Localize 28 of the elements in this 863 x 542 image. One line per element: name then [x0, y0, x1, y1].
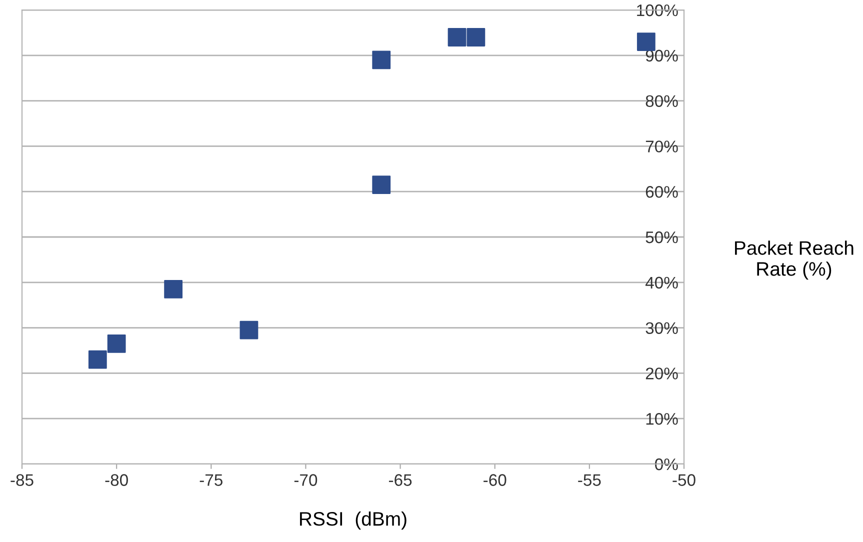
point	[88, 350, 107, 369]
y-axis-title: Packet Reach Rate (%)	[735, 240, 854, 280]
point	[164, 280, 183, 298]
x-tick-label: -50	[672, 474, 696, 486]
x-tick-label: -60	[484, 474, 506, 486]
y-tick-label: 90%	[646, 50, 678, 62]
x-tick-label: -65	[388, 474, 412, 486]
x-tick-label: -75	[200, 474, 222, 486]
point	[448, 28, 466, 46]
y-tick-label: 40%	[645, 276, 678, 289]
x-axis-title: RSSI (dBm)	[300, 511, 406, 530]
point	[466, 28, 486, 46]
y-tick-label: 70%	[646, 140, 678, 152]
point	[240, 320, 258, 340]
y-tick-label: 20%	[646, 368, 678, 380]
x-tick-label: -55	[578, 474, 601, 486]
y-tick-label: 50%	[646, 231, 678, 244]
x-tick-label: -80	[105, 474, 128, 486]
x-tick-label: -70	[294, 474, 318, 486]
y-tick-label: 30%	[646, 322, 678, 334]
point	[107, 334, 126, 353]
point	[372, 176, 391, 194]
x-tick-label: -85	[10, 474, 34, 486]
point	[636, 32, 656, 51]
point	[372, 50, 391, 70]
y-tick-label: 60%	[646, 186, 678, 198]
y-tick-label: 80%	[646, 95, 678, 108]
y-tick-label: 10%	[646, 413, 678, 425]
